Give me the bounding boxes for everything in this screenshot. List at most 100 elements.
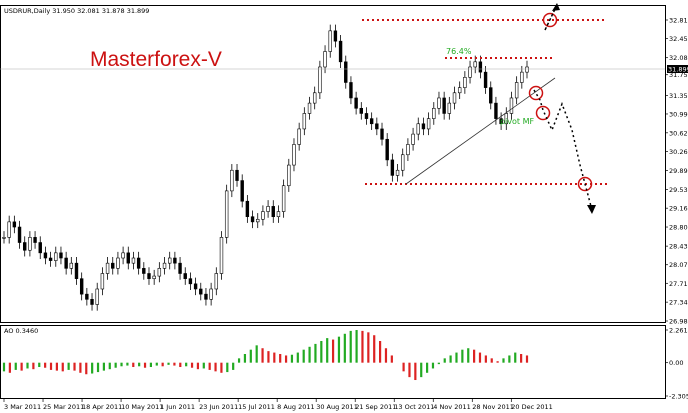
candle-body	[142, 268, 146, 274]
time-tick-label: 23 Jun 2011	[199, 403, 238, 411]
ao-tick-label: -2.3055	[669, 393, 688, 401]
time-tick-label: 28 Nov 2011	[472, 403, 514, 411]
candle-body	[452, 92, 457, 104]
price-tick-label: 29.895	[669, 167, 688, 175]
candle-body	[250, 216, 255, 223]
target-circle-bottom	[577, 176, 593, 192]
candle-body	[504, 113, 508, 125]
current-price-box	[667, 65, 688, 73]
candle-body	[17, 226, 22, 243]
candle-body	[395, 169, 400, 176]
candle-body	[173, 257, 177, 264]
candle-body	[245, 200, 250, 218]
time-tick-label: 30 Aug 2011	[316, 403, 358, 411]
candle-body	[437, 97, 441, 109]
candle-body	[432, 107, 436, 119]
ao-tick-label: 0.00	[669, 359, 683, 367]
ao-histogram	[2, 330, 529, 381]
time-tick-label: 25 Mar 2011	[43, 403, 84, 411]
candle-body	[74, 262, 79, 279]
candle-body	[447, 102, 452, 114]
candle-body	[401, 154, 405, 171]
candle-body	[514, 82, 519, 99]
candle-body	[152, 275, 156, 279]
candle-body	[292, 144, 296, 166]
candle-body	[43, 252, 48, 259]
candle-body	[271, 206, 275, 218]
signal-circle-1	[528, 85, 544, 101]
candle-body	[416, 123, 420, 135]
forecast-up-arrowhead	[552, 3, 560, 11]
candle-body	[406, 144, 410, 156]
candle-body	[297, 128, 301, 145]
forecast-down-arrowhead	[587, 205, 596, 214]
time-tick-label: 4 Nov 2011	[433, 403, 471, 411]
candle-body	[364, 113, 369, 119]
price-tick-label: 28.070	[669, 261, 688, 269]
candle-body	[318, 66, 322, 94]
candle-body	[224, 190, 229, 238]
candle-body	[105, 262, 110, 274]
candle-body	[333, 30, 338, 42]
price-tick-label: 31.350	[669, 92, 688, 100]
candle-body	[126, 252, 130, 264]
candle-body	[116, 257, 120, 269]
candle-body	[302, 113, 307, 130]
candle-body	[426, 118, 431, 130]
candle-body	[385, 138, 389, 161]
candle-body	[193, 283, 198, 290]
candle-body	[59, 252, 63, 259]
candle-body	[349, 82, 353, 99]
candle-body	[323, 51, 327, 68]
price-tick-label: 27.345	[669, 299, 688, 307]
price-tick-label: 32.450	[669, 35, 688, 43]
time-tick-label: 10 May 2011	[121, 403, 163, 411]
candle-body	[69, 262, 74, 269]
price-panel-frame	[0, 5, 666, 323]
price-tick-label: 32.810	[669, 17, 688, 25]
candle-body	[442, 97, 446, 114]
ao-tick-label: 2.2614	[669, 327, 688, 335]
time-tick-label: 8 Aug 2011	[277, 403, 315, 411]
time-tick-label: 20 Dec 2011	[511, 403, 553, 411]
ao-axis: 2.2614 0.00 -2.3055	[665, 327, 688, 401]
candle-body	[48, 257, 53, 261]
time-tick-label: 1 Jun 2011	[160, 403, 195, 411]
target-circle-top	[542, 12, 558, 28]
signal-circle-2	[535, 105, 551, 121]
candle-body	[266, 206, 270, 212]
fib-label: 76.4%	[446, 47, 472, 56]
candle-body	[489, 87, 493, 104]
candle-body	[312, 92, 317, 104]
candle-body	[136, 257, 141, 269]
price-tick-label: 29.530	[669, 186, 688, 194]
candle-body	[307, 102, 312, 114]
candle-body	[411, 133, 415, 145]
candle-body	[520, 71, 524, 83]
candle-body	[90, 299, 94, 305]
candle-body	[111, 262, 115, 269]
candle-body	[421, 123, 426, 130]
price-tick-label: 27.710	[669, 280, 688, 288]
candle-body	[199, 288, 203, 295]
candle-body	[100, 273, 105, 290]
candle-body	[38, 242, 42, 254]
candle-body	[2, 237, 6, 239]
candle-body	[525, 66, 529, 73]
candle-body	[7, 221, 11, 238]
candle-body	[287, 164, 291, 187]
candle-body	[256, 218, 260, 223]
current-price-label: 31.899	[668, 66, 688, 74]
candle-body	[33, 237, 37, 243]
time-tick-label: 18 Apr 2011	[82, 403, 122, 411]
price-tick-label: 28.800	[669, 224, 688, 232]
watermark-brand: Masterforex-V	[90, 48, 222, 71]
candle-body	[390, 159, 395, 176]
pivot-label: pivot MF	[500, 117, 535, 126]
candle-body	[204, 293, 208, 300]
price-tick-label: 30.625	[669, 129, 688, 137]
indicator-title: AO 0.3460	[4, 327, 38, 335]
candle-body	[344, 61, 348, 83]
